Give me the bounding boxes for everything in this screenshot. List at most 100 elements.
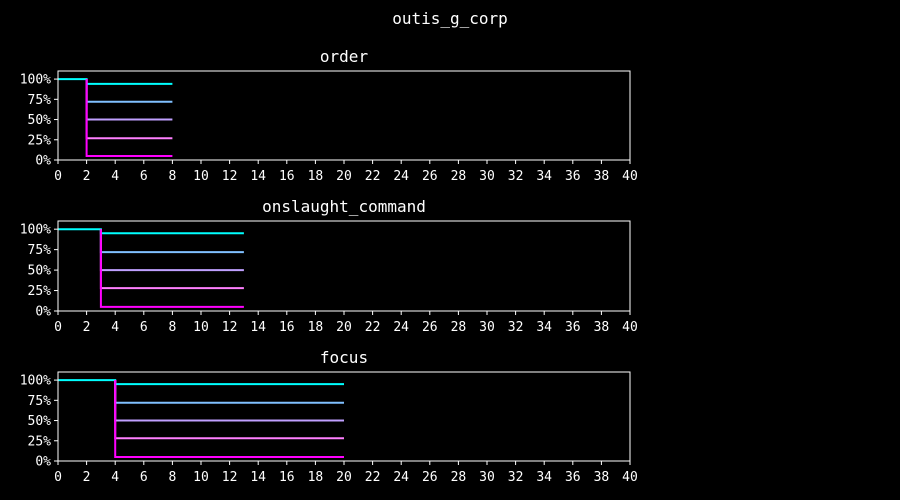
y-tick-label: 25% bbox=[28, 284, 52, 299]
x-tick-label: 8 bbox=[168, 320, 176, 335]
x-tick-label: 6 bbox=[140, 169, 148, 184]
y-tick-label: 0% bbox=[35, 154, 51, 169]
x-tick-label: 4 bbox=[111, 169, 119, 184]
x-tick-label: 40 bbox=[622, 320, 638, 335]
series-line-3 bbox=[85, 79, 173, 140]
x-tick-label: 0 bbox=[54, 320, 62, 335]
x-tick-label: 38 bbox=[594, 320, 610, 335]
x-tick-label: 12 bbox=[222, 320, 238, 335]
x-tick-label: 34 bbox=[536, 320, 552, 335]
x-tick-label: 34 bbox=[536, 470, 552, 485]
series-line-1 bbox=[85, 79, 173, 103]
y-tick-label: 0% bbox=[35, 305, 51, 320]
x-tick-label: 32 bbox=[508, 169, 524, 184]
x-tick-label: 0 bbox=[54, 169, 62, 184]
panel-title: focus bbox=[320, 348, 368, 367]
x-tick-label: 38 bbox=[594, 169, 610, 184]
figure-title: outis_g_corp bbox=[392, 9, 508, 28]
y-tick-label: 75% bbox=[28, 93, 52, 108]
x-tick-label: 6 bbox=[140, 470, 148, 485]
x-tick-label: 18 bbox=[308, 320, 324, 335]
x-tick-label: 36 bbox=[565, 470, 581, 485]
series-line-2 bbox=[85, 79, 173, 121]
y-tick-label: 100% bbox=[20, 73, 51, 88]
y-tick-label: 0% bbox=[35, 455, 51, 470]
x-tick-label: 26 bbox=[422, 470, 438, 485]
y-tick-label: 75% bbox=[28, 243, 52, 258]
x-tick-label: 4 bbox=[111, 320, 119, 335]
series-line-2 bbox=[99, 229, 244, 272]
x-tick-label: 8 bbox=[168, 169, 176, 184]
y-tick-label: 50% bbox=[28, 113, 52, 128]
x-tick-label: 20 bbox=[336, 470, 352, 485]
x-tick-label: 32 bbox=[508, 320, 524, 335]
x-tick-label: 36 bbox=[565, 320, 581, 335]
x-tick-label: 26 bbox=[422, 169, 438, 184]
x-tick-label: 40 bbox=[622, 169, 638, 184]
x-tick-label: 32 bbox=[508, 470, 524, 485]
x-tick-label: 8 bbox=[168, 470, 176, 485]
x-tick-label: 0 bbox=[54, 470, 62, 485]
series-line-4 bbox=[114, 380, 344, 458]
x-tick-label: 28 bbox=[451, 320, 467, 335]
panel-title: order bbox=[320, 47, 369, 66]
x-tick-label: 24 bbox=[393, 320, 409, 335]
x-tick-label: 20 bbox=[336, 169, 352, 184]
x-tick-label: 16 bbox=[279, 320, 295, 335]
x-tick-label: 26 bbox=[422, 320, 438, 335]
series-line-0 bbox=[58, 78, 173, 85]
x-tick-label: 12 bbox=[222, 169, 238, 184]
x-tick-label: 22 bbox=[365, 169, 381, 184]
x-tick-label: 18 bbox=[308, 470, 324, 485]
x-tick-label: 16 bbox=[279, 470, 295, 485]
x-tick-label: 30 bbox=[479, 320, 495, 335]
y-tick-label: 75% bbox=[28, 394, 52, 409]
x-tick-label: 34 bbox=[536, 169, 552, 184]
x-tick-label: 16 bbox=[279, 169, 295, 184]
x-tick-label: 36 bbox=[565, 169, 581, 184]
x-tick-label: 10 bbox=[193, 169, 209, 184]
x-tick-label: 6 bbox=[140, 320, 148, 335]
x-tick-label: 14 bbox=[250, 320, 266, 335]
series-line-2 bbox=[114, 380, 344, 422]
x-tick-label: 14 bbox=[250, 470, 266, 485]
x-tick-label: 24 bbox=[393, 169, 409, 184]
y-tick-label: 50% bbox=[28, 414, 52, 429]
x-tick-label: 30 bbox=[479, 470, 495, 485]
y-tick-label: 100% bbox=[20, 374, 51, 389]
series-line-0 bbox=[58, 379, 344, 386]
axes-frame bbox=[57, 371, 631, 462]
x-tick-label: 38 bbox=[594, 470, 610, 485]
y-tick-label: 25% bbox=[28, 133, 52, 148]
x-tick-label: 2 bbox=[83, 169, 91, 184]
x-tick-label: 2 bbox=[83, 470, 91, 485]
x-tick-label: 24 bbox=[393, 470, 409, 485]
x-tick-label: 12 bbox=[222, 470, 238, 485]
series-line-4 bbox=[85, 79, 173, 157]
panel-title: onslaught_command bbox=[262, 197, 426, 216]
x-tick-label: 22 bbox=[365, 470, 381, 485]
x-tick-label: 30 bbox=[479, 169, 495, 184]
x-tick-label: 28 bbox=[451, 470, 467, 485]
x-tick-label: 14 bbox=[250, 169, 266, 184]
x-tick-label: 4 bbox=[111, 470, 119, 485]
x-tick-label: 22 bbox=[365, 320, 381, 335]
x-tick-label: 40 bbox=[622, 470, 638, 485]
x-tick-label: 10 bbox=[193, 470, 209, 485]
x-tick-label: 10 bbox=[193, 320, 209, 335]
x-tick-label: 18 bbox=[308, 169, 324, 184]
y-tick-label: 100% bbox=[20, 223, 51, 238]
y-tick-label: 50% bbox=[28, 264, 52, 279]
x-tick-label: 28 bbox=[451, 169, 467, 184]
series-line-4 bbox=[99, 229, 244, 308]
axes-frame bbox=[57, 220, 631, 312]
x-tick-label: 2 bbox=[83, 320, 91, 335]
series-line-3 bbox=[99, 229, 244, 290]
y-tick-label: 25% bbox=[28, 434, 52, 449]
x-tick-label: 20 bbox=[336, 320, 352, 335]
series-line-3 bbox=[114, 380, 344, 440]
